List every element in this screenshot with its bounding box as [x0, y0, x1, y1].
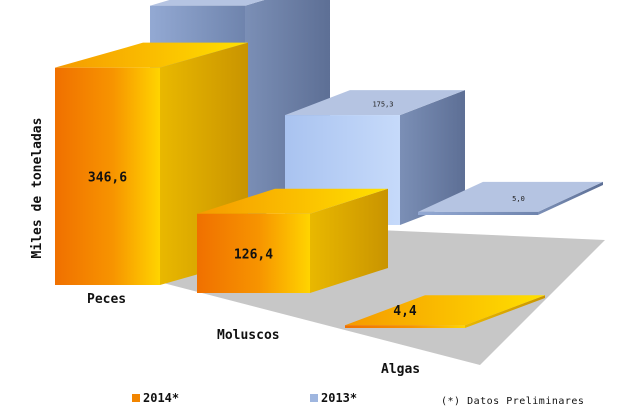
legend-label-2013: 2013* — [321, 391, 358, 405]
bar-top-2013-peces — [150, 0, 265, 6]
bar-side-2013-algas — [538, 181, 603, 215]
bar-side-2014-moluscos — [310, 188, 388, 293]
data-label-2013-moluscos: 175,3 — [372, 101, 393, 109]
bar-top-2014-algas — [345, 295, 545, 326]
legend-swatch-2013 — [310, 394, 318, 402]
bar-top-2013-moluscos — [285, 90, 465, 116]
legend-label-2014: 2014* — [143, 391, 180, 405]
legend-item-2014: 2014* — [132, 391, 179, 405]
legend-item-2013: 2013* — [310, 391, 357, 405]
bar-2014-moluscos — [197, 213, 310, 293]
bar-top-2014-moluscos — [197, 188, 388, 214]
category-label-peces: Peces — [87, 292, 126, 307]
bar-side-2013-moluscos — [400, 90, 465, 225]
legend-swatch-2014 — [132, 394, 140, 402]
bar-top-2014-peces — [55, 42, 248, 68]
bar-2014-peces — [55, 67, 160, 286]
data-label-2013-algas: 5,0 — [512, 195, 525, 203]
data-label-2014-moluscos: 126,4 — [234, 247, 273, 262]
bar-2014-algas — [345, 325, 465, 328]
category-label-moluscos: Moluscos — [217, 328, 280, 343]
data-label-2014-peces: 346,6 — [88, 170, 127, 185]
y-axis-label: Miles de toneladas — [30, 118, 45, 259]
category-label-algas: Algas — [381, 362, 420, 377]
bar-2013-algas — [418, 211, 538, 215]
preliminary-data-note: (*) Datos Preliminares — [441, 396, 585, 407]
bar-top-2013-algas — [418, 181, 603, 212]
bar-side-2014-algas — [465, 295, 545, 328]
data-label-2014-algas: 4,4 — [393, 304, 417, 319]
